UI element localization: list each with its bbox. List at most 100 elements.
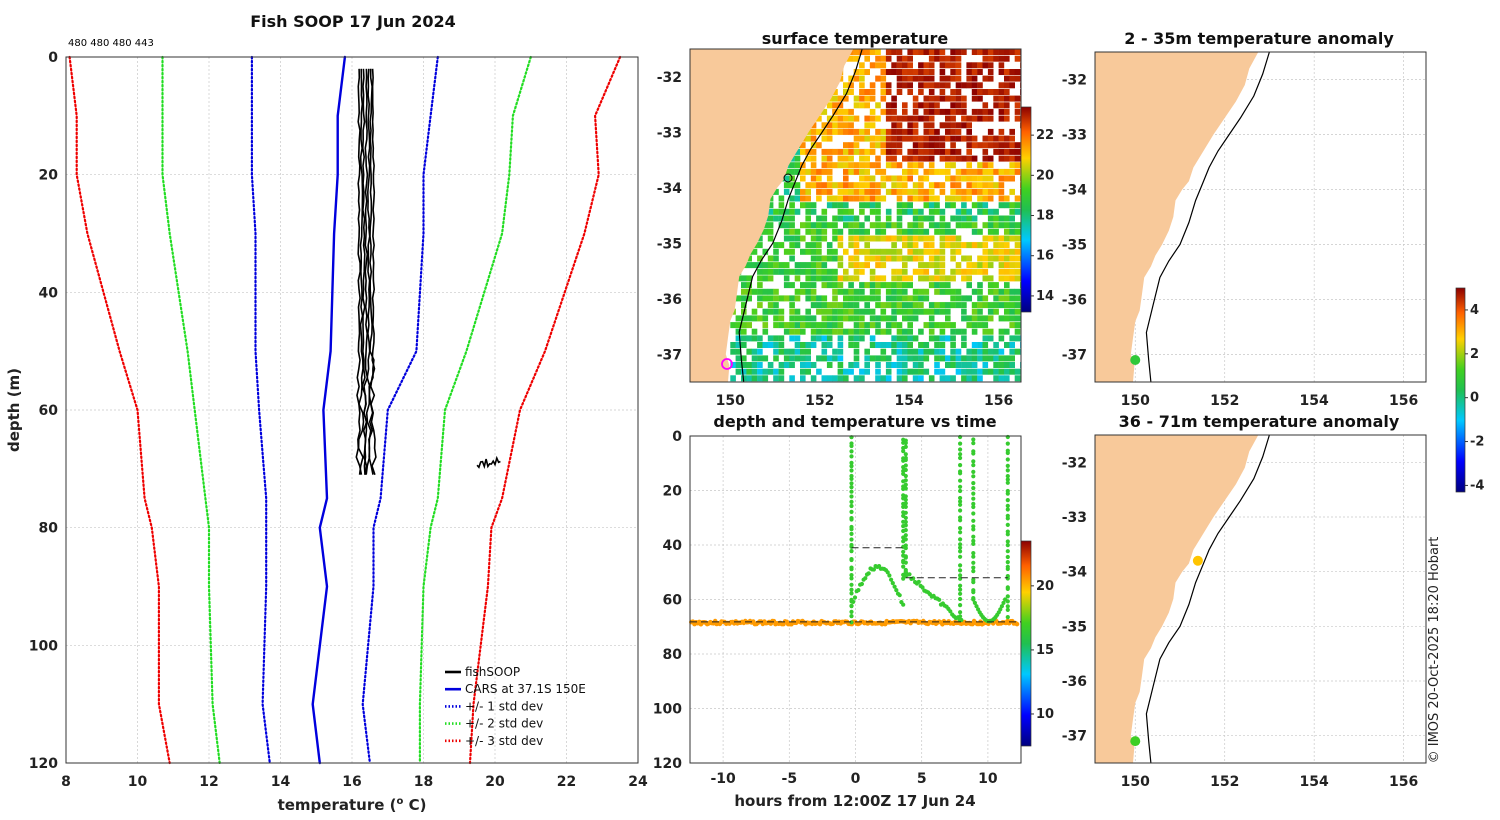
sst-cell [966,148,972,155]
sst-cell [810,342,817,348]
sst-cell [843,328,849,335]
sst-cell [945,108,951,115]
sst-cell [918,75,924,82]
time-sample [849,537,854,542]
sst-cell [837,235,844,242]
sst-cell [907,242,913,249]
sst-cell [848,168,854,175]
sst-cell [993,142,999,149]
sst-cell [987,288,994,295]
sst-cell [864,322,870,329]
sst-cell [928,148,935,155]
sst-cell [977,288,983,295]
sst-cell [843,175,849,182]
sst-cell [735,348,742,355]
sst-cell [864,348,870,355]
time-sample [948,609,953,614]
sst-cell [735,322,742,329]
sst-cell [902,188,908,195]
sst-cell [832,162,838,169]
sst-cell [934,368,940,375]
time-sample [971,527,976,532]
sst-cell [805,315,811,322]
sst-cell [928,62,935,69]
sst-cell [918,268,924,275]
sst-cell [843,368,849,375]
sst-cell [998,275,1005,282]
sst-cell [837,208,844,215]
sst-cell [934,268,940,275]
sst-cell [816,335,822,342]
time-sample [903,519,908,525]
profile-x-tick-label: 18 [414,774,433,790]
profile-title: Fish SOOP 17 Jun 2024 [250,12,456,31]
sst-cell [891,182,897,189]
sst-cell [751,315,758,322]
sst-cell [821,162,828,169]
sst-cell [945,55,951,62]
sst-cell [987,62,994,69]
fishsoop-profile-line [357,68,365,475]
sst-cell [961,222,967,229]
sst-cell [794,148,801,155]
sst-cell [1014,248,1021,255]
time-sample [849,443,854,449]
sst-cell [881,382,887,388]
sst-cell [971,322,978,329]
sst-cell [902,108,908,115]
time-sample [958,545,963,550]
sst-cell [778,348,785,355]
sst-cell [993,215,999,222]
sst-cell [993,95,999,102]
sst-cell [821,182,828,189]
sst-cell [950,142,956,149]
sst-cell [735,342,742,348]
time-sample [958,554,963,559]
time-sample [971,491,976,496]
sst-cell [741,335,747,342]
sst-cell [891,115,897,122]
time-sample [897,593,902,598]
sst-cell [966,268,972,275]
sst-cell [928,135,935,142]
anomaly-upper-land [1095,52,1259,382]
sst-cell [907,188,913,195]
sst-cell [918,375,924,382]
sst-cell [993,368,999,375]
sst-cell [987,255,994,262]
time-sample [849,509,854,514]
sst-cell [838,382,844,388]
sst-cell [955,75,962,82]
sst-cell [854,382,860,388]
sst-cell [987,368,994,375]
sst-cell [950,235,956,242]
sst-cell [1014,75,1021,82]
sst-cell [1014,49,1021,55]
sst-cell [800,322,806,329]
sst-cell [757,315,763,322]
sst-cell [1014,255,1021,262]
sst-cell [875,188,881,195]
time-sample [849,481,854,486]
sst-cell [998,288,1005,295]
sst-cell [794,308,801,315]
profile-x-tick-label: 16 [342,774,361,790]
sst-cell [966,282,972,289]
sst-cell [939,235,946,242]
sst-cell [971,135,978,142]
sst-cell [885,108,892,115]
sst-cell [902,155,908,162]
sst-cell [923,135,930,142]
sst-cell [837,322,844,329]
sst-cell [859,69,865,75]
sst-cell [859,95,865,102]
sst-cell [832,382,838,388]
time-sample [903,463,908,468]
sst-cell [741,275,747,282]
time-sample [971,504,976,510]
time-sample [1005,450,1010,456]
sst-cell [864,89,870,95]
sst-cell [762,375,769,382]
time-sample [901,602,906,607]
sst-cell [950,348,956,355]
